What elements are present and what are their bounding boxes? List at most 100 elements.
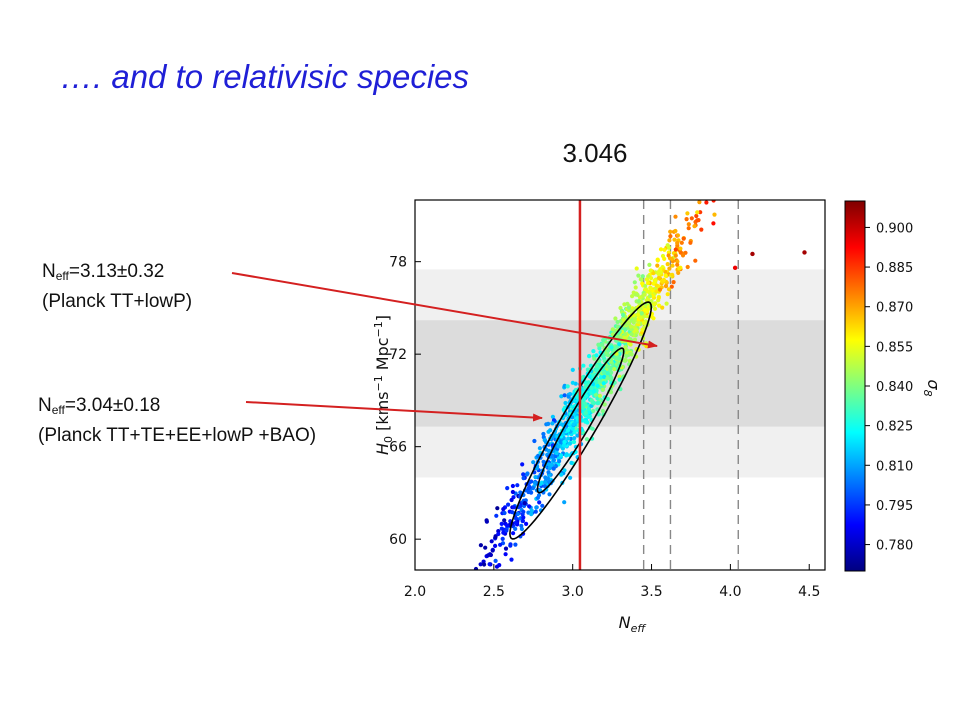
sample-point	[482, 562, 487, 567]
sample-point	[699, 227, 704, 232]
sample-point	[694, 191, 698, 195]
sample-point	[670, 263, 675, 268]
sample-point	[686, 226, 691, 231]
sample-point	[648, 268, 653, 273]
sample-point	[721, 172, 725, 176]
sample-point	[590, 426, 595, 431]
sample-point	[634, 327, 639, 333]
sample-point	[575, 395, 580, 400]
sample-point	[672, 237, 677, 242]
annotation-value: Neff=3.13±0.32	[42, 261, 165, 283]
sample-point	[513, 542, 518, 547]
sample-point	[562, 468, 567, 473]
sample-point	[665, 262, 670, 267]
x-tick-label: 3.0	[562, 584, 584, 600]
sample-point	[541, 431, 546, 437]
sample-point	[478, 543, 483, 548]
sample-point	[520, 518, 526, 524]
sample-point	[617, 342, 622, 347]
x-axis-label: Neff	[619, 613, 647, 635]
sample-point	[494, 513, 499, 518]
sample-point	[521, 515, 526, 520]
sample-point	[655, 258, 660, 263]
sample-point	[723, 193, 727, 197]
sample-point	[670, 272, 675, 277]
sample-point	[498, 542, 503, 547]
sample-point	[533, 509, 538, 514]
sample-point	[688, 240, 693, 245]
sample-point	[540, 503, 545, 508]
sample-point	[594, 353, 599, 358]
sample-point	[462, 610, 466, 614]
sample-point	[613, 316, 618, 321]
sample-point	[571, 422, 576, 427]
sample-point	[554, 450, 559, 456]
sample-point	[656, 275, 662, 280]
sample-point	[546, 470, 551, 475]
sample-point	[526, 486, 531, 491]
sample-point	[602, 402, 607, 407]
sample-point	[735, 159, 739, 163]
sample-point	[513, 526, 518, 532]
sample-point	[581, 363, 586, 368]
sample-point	[483, 545, 488, 550]
sample-point	[666, 250, 671, 255]
sample-point	[595, 383, 600, 388]
sample-point	[658, 247, 664, 252]
sample-point	[677, 266, 682, 271]
sample-point	[660, 305, 665, 310]
x-tick-label: 2.5	[483, 584, 505, 600]
sample-point	[521, 509, 526, 514]
colorbar-tick-label: 0.810	[876, 459, 913, 474]
sample-point	[723, 153, 727, 157]
colorbar-tick-label: 0.795	[876, 499, 913, 514]
sample-point	[481, 571, 485, 575]
sample-point	[487, 562, 492, 567]
sample-point	[673, 253, 678, 258]
sample-point	[565, 384, 570, 389]
sample-point	[515, 483, 520, 488]
sample-point	[521, 472, 526, 477]
sample-point	[581, 405, 586, 410]
sample-point	[680, 253, 686, 258]
sample-point	[609, 370, 614, 375]
sample-point	[493, 558, 498, 564]
sample-point	[572, 436, 577, 441]
sample-point	[569, 460, 574, 465]
sample-point	[551, 418, 557, 423]
sample-point	[570, 380, 575, 385]
sample-point	[547, 492, 552, 497]
sample-point	[537, 446, 543, 451]
sample-point	[617, 377, 622, 382]
sample-point	[462, 618, 466, 622]
sample-point	[704, 200, 709, 205]
sample-point	[449, 618, 453, 622]
sample-point	[600, 387, 606, 392]
sample-point	[639, 277, 644, 282]
sample-point	[534, 505, 539, 510]
sample-point	[473, 566, 479, 570]
sample-point	[633, 285, 638, 290]
sample-point	[510, 531, 516, 536]
sample-point	[639, 311, 644, 316]
sample-point	[673, 214, 678, 219]
colorbar-tick-label: 0.780	[876, 539, 913, 554]
sample-point	[584, 437, 590, 442]
sample-point	[711, 221, 716, 226]
sample-point	[626, 320, 631, 325]
sample-point	[698, 210, 703, 215]
sample-point	[506, 502, 511, 507]
sample-point	[596, 342, 601, 347]
y-tick-label: 78	[389, 255, 407, 271]
colorbar-tick-label: 0.885	[876, 261, 913, 276]
sample-point	[642, 292, 647, 297]
sample-point	[673, 228, 678, 234]
sample-point	[602, 374, 607, 379]
colorbar-tick-label: 0.840	[876, 380, 913, 395]
sample-point	[615, 319, 620, 325]
annotation-planck-full-bao: Neff=3.04±0.18 (Planck TT+TE+EE+lowP +BA…	[38, 393, 316, 449]
sample-point	[609, 345, 614, 350]
sample-point	[562, 393, 567, 398]
sample-point	[595, 396, 600, 401]
sample-point	[566, 436, 571, 441]
